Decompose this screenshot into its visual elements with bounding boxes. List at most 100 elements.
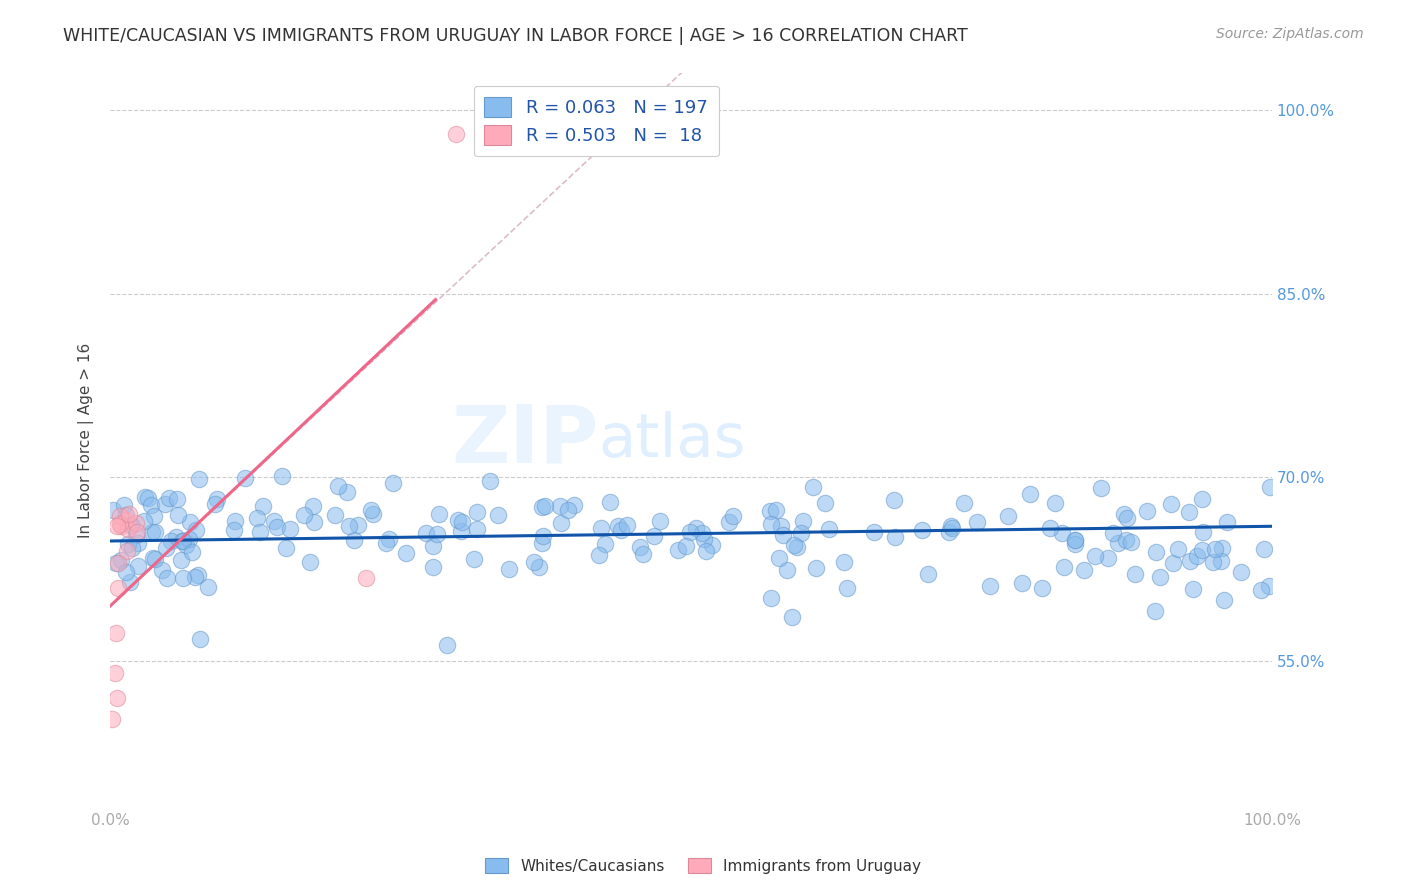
Point (157, 491, 180, 505)
Point (184, 569, 207, 583)
Point (884, 530, 907, 544)
Point (966, 515, 988, 529)
Point (395, 546, 418, 560)
Point (249, 525, 271, 540)
Point (172, 570, 194, 584)
Point (166, 492, 188, 507)
Point (188, 472, 211, 486)
Point (127, 535, 149, 549)
Point (186, 523, 208, 537)
Point (1191, 542, 1213, 557)
Point (166, 508, 188, 523)
Point (173, 534, 195, 549)
Text: ZIP: ZIP (451, 401, 598, 480)
Point (143, 509, 166, 524)
Point (643, 529, 665, 543)
Point (188, 632, 211, 647)
Point (792, 515, 814, 529)
Point (817, 522, 839, 536)
Point (1064, 533, 1087, 548)
Point (1097, 550, 1119, 565)
Point (883, 492, 905, 507)
Point (1119, 534, 1142, 549)
Point (1182, 582, 1205, 596)
Point (1090, 481, 1112, 495)
Point (197, 580, 219, 594)
Point (997, 509, 1019, 524)
Point (1050, 525, 1073, 540)
Point (427, 507, 450, 521)
Point (266, 520, 288, 534)
Point (1115, 533, 1137, 547)
Point (1258, 479, 1281, 493)
Point (156, 571, 179, 585)
Point (132, 514, 155, 528)
Point (181, 545, 204, 559)
Point (953, 496, 976, 510)
Point (789, 525, 811, 540)
Point (117, 537, 139, 551)
Point (115, 508, 138, 522)
Point (832, 555, 855, 569)
Point (1144, 604, 1167, 618)
Point (531, 500, 554, 514)
Point (172, 533, 194, 548)
Point (1178, 505, 1201, 519)
Point (863, 525, 886, 540)
Point (523, 555, 546, 569)
Point (1213, 593, 1236, 607)
Point (101, 712, 124, 726)
Legend: R = 0.063   N = 197, R = 0.503   N =  18: R = 0.063 N = 197, R = 0.503 N = 18 (474, 86, 718, 156)
Point (415, 525, 437, 540)
Point (1107, 535, 1129, 549)
Point (105, 557, 128, 571)
Point (110, 553, 132, 567)
Point (1204, 542, 1226, 557)
Point (337, 518, 360, 533)
Point (246, 511, 269, 525)
Point (1116, 510, 1139, 524)
Point (979, 579, 1001, 593)
Point (463, 551, 485, 566)
Point (917, 567, 939, 582)
Point (104, 666, 127, 681)
Point (174, 538, 197, 552)
Point (759, 516, 782, 531)
Point (121, 541, 143, 555)
Point (467, 505, 489, 519)
Point (360, 503, 382, 517)
Point (112, 498, 135, 512)
Text: Source: ZipAtlas.com: Source: ZipAtlas.com (1216, 27, 1364, 41)
Point (1257, 579, 1279, 593)
Point (1191, 525, 1213, 540)
Point (155, 541, 177, 556)
Point (115, 513, 138, 527)
Point (1250, 583, 1272, 598)
Point (107, 556, 129, 570)
Point (761, 591, 783, 605)
Point (628, 540, 651, 554)
Point (498, 562, 520, 576)
Point (548, 499, 571, 513)
Point (465, 522, 488, 536)
Point (446, 127, 468, 141)
Point (233, 471, 256, 485)
Point (765, 503, 787, 517)
Point (1043, 496, 1066, 510)
Point (648, 514, 671, 528)
Point (153, 497, 176, 511)
Point (422, 540, 444, 554)
Point (610, 524, 633, 538)
Point (1112, 507, 1135, 521)
Point (298, 555, 321, 569)
Point (693, 532, 716, 546)
Point (786, 540, 808, 554)
Point (204, 497, 226, 511)
Point (772, 527, 794, 541)
Point (562, 498, 585, 512)
Point (759, 503, 782, 517)
Point (690, 526, 713, 541)
Point (679, 525, 702, 540)
Point (486, 508, 509, 522)
Point (276, 541, 298, 556)
